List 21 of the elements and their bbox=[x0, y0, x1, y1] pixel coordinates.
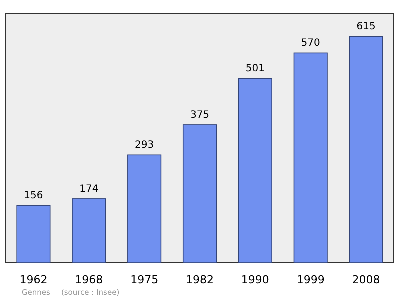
x-tick-label: 1999 bbox=[296, 274, 325, 287]
x-tick-label: 1982 bbox=[186, 274, 214, 287]
x-tick-label: 2008 bbox=[352, 274, 380, 287]
data-label: 501 bbox=[246, 64, 265, 75]
bar bbox=[182, 124, 218, 264]
bar bbox=[72, 198, 106, 264]
x-tick-label: 1968 bbox=[75, 274, 104, 287]
data-label: 375 bbox=[190, 110, 210, 121]
x-tick-label: 1975 bbox=[130, 274, 159, 287]
data-label: 570 bbox=[301, 38, 320, 50]
bar bbox=[238, 78, 272, 264]
x-tick-label: 1990 bbox=[241, 274, 270, 287]
data-label: 615 bbox=[356, 22, 376, 33]
bar bbox=[349, 36, 384, 264]
x-tick-label: 1962 bbox=[20, 274, 48, 287]
data-label: 156 bbox=[24, 190, 44, 202]
data-label: 293 bbox=[135, 140, 154, 152]
bar bbox=[294, 52, 328, 264]
bar bbox=[16, 205, 51, 264]
data-label: 174 bbox=[80, 184, 99, 195]
bar bbox=[128, 154, 162, 264]
